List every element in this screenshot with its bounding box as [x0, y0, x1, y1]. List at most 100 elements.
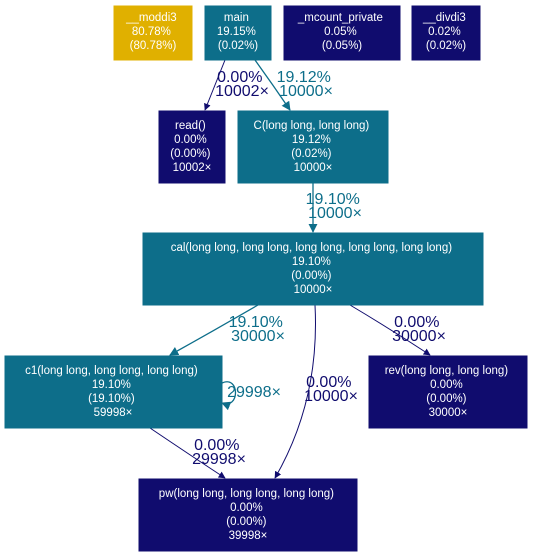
edge-label-c1-self: 29998× [227, 384, 281, 401]
node-box [411, 5, 481, 61]
node-label-name: C(long long, long long) [254, 120, 370, 132]
node-text: rev(long long, long long) 0.00% (0.00%) … [385, 365, 512, 419]
node-label-name: read() [175, 120, 206, 132]
node-pw[interactable]: pw(long long, long long, long long) 0.00… [138, 478, 358, 552]
node-label-name: pw(long long, long long, long long) [159, 488, 334, 500]
edge-cal-pw [274, 304, 316, 479]
edge-label-line: 0.00% [394, 314, 439, 331]
node-text: c1(long long, long long, long long) 19.1… [25, 365, 201, 419]
node-box [368, 355, 528, 429]
node-text: _mcount_private 0.05% (0.05%) [297, 12, 386, 52]
edge-cal-c1 [169, 304, 259, 356]
node-label-self: (0.02%) [291, 148, 331, 160]
node-label-name: _mcount_private [297, 12, 383, 24]
node-label-total: 0.05% [324, 26, 357, 38]
edge-label-line: 10000× [304, 388, 358, 405]
edge-label-line: 29998× [227, 384, 281, 401]
node-read[interactable]: read() 0.00% (0.00%) 10002× [158, 110, 226, 184]
node-text: cal(long long, long long, long long, lon… [171, 242, 456, 296]
node-label-total: 19.10% [292, 256, 331, 268]
node-label-total: 19.15% [217, 26, 256, 38]
node-text: read() 0.00% (0.00%) 10002× [170, 120, 213, 174]
node-label-total: 19.10% [92, 379, 131, 391]
node-label-self: (0.02%) [218, 40, 258, 52]
node-label-total: 0.02% [428, 26, 461, 38]
node-label-self: (0.00%) [291, 270, 331, 282]
edge-label-line: 0.00% [217, 69, 262, 86]
node-label-calls: 10000× [294, 162, 333, 174]
node-C[interactable]: C(long long, long long) 19.12% (0.02%) 1… [237, 110, 389, 184]
node-box [237, 110, 389, 184]
node-label-self: (0.00%) [426, 393, 466, 405]
edge-label-line: 10000× [308, 205, 362, 222]
edge-label-main-read: 0.00% 10002× [215, 69, 269, 100]
node-box [204, 5, 272, 61]
node-label-name: cal(long long, long long, long long, lon… [171, 242, 452, 254]
node-label-name: c1(long long, long long, long long) [25, 365, 198, 377]
node-mcount-private[interactable]: _mcount_private 0.05% (0.05%) [283, 5, 401, 61]
node-label-total: 0.00% [230, 502, 263, 514]
node-label-name: rev(long long, long long) [385, 365, 509, 377]
node-label-calls: 39998× [229, 530, 268, 542]
edge-labels: 0.00% 10002× 19.12% 10000× 19.10% 10000×… [192, 69, 446, 468]
node-c1[interactable]: c1(long long, long long, long long) 19.1… [4, 355, 223, 429]
edge-label-line: 29998× [192, 451, 246, 468]
edge-label-line: 10000× [279, 83, 333, 100]
edge-label-main-C: 19.12% 10000× [277, 69, 336, 100]
node-box [158, 110, 226, 184]
node-label-self: (0.00%) [226, 516, 266, 528]
edge-label-line: 0.00% [194, 437, 239, 454]
node-label-total: 19.12% [292, 134, 331, 146]
node-label-self: (0.05%) [322, 40, 362, 52]
node-text: __moddi3 80.78% (80.78%) [125, 12, 180, 52]
edge-label-line: 19.10% [229, 314, 283, 331]
node-rev[interactable]: rev(long long, long long) 0.00% (0.00%) … [368, 355, 528, 429]
node-box [283, 5, 401, 61]
node-label-name: __divdi3 [422, 12, 466, 24]
edge-main-C [254, 59, 291, 111]
node-label-calls: 59998× [94, 407, 133, 419]
node-box [4, 355, 223, 429]
node-text: __divdi3 0.02% (0.02%) [422, 12, 469, 52]
edges [149, 59, 431, 479]
edge-c1-self [221, 381, 236, 411]
edge-label-cal-rev: 0.00% 30000× [392, 314, 446, 345]
node-label-total: 80.78% [132, 26, 171, 38]
node-box [138, 478, 358, 552]
node-moddi3[interactable]: __moddi3 80.78% (80.78%) [113, 5, 193, 61]
node-label-calls: 10002× [173, 162, 212, 174]
edge-label-line: 30000× [392, 328, 446, 345]
node-label-self: (80.78%) [130, 40, 177, 52]
edge-label-c1-pw: 0.00% 29998× [192, 437, 246, 468]
edge-label-cal-c1: 19.10% 30000× [229, 314, 288, 345]
edge-label-line: 30000× [231, 328, 285, 345]
edge-label-C-cal: 19.10% 10000× [306, 191, 365, 222]
edge-label-line: 10002× [215, 83, 269, 100]
node-text: main 19.15% (0.02%) [217, 12, 259, 52]
edge-label-line: 19.12% [277, 69, 331, 86]
edge-label-line: 0.00% [306, 374, 351, 391]
node-label-total: 0.00% [174, 134, 207, 146]
edge-label-cal-pw: 0.00% 10000× [304, 374, 358, 405]
node-label-self: (19.10%) [88, 393, 135, 405]
node-text: C(long long, long long) 19.12% (0.02%) 1… [254, 120, 373, 174]
nodes: __moddi3 80.78% (80.78%) main 19.15% (0.… [4, 5, 528, 552]
node-label-name: __moddi3 [125, 12, 177, 24]
node-label-calls: 10000× [294, 284, 333, 296]
node-cal[interactable]: cal(long long, long long, long long, lon… [142, 232, 484, 306]
edge-c1-pw [149, 427, 226, 479]
node-text: pw(long long, long long, long long) 0.00… [159, 488, 337, 542]
node-divdi3[interactable]: __divdi3 0.02% (0.02%) [411, 5, 481, 61]
node-label-self: (0.00%) [170, 148, 210, 160]
node-box [113, 5, 193, 61]
edge-cal-rev [349, 304, 431, 356]
node-label-total: 0.00% [430, 379, 463, 391]
node-box [142, 232, 484, 306]
edge-label-line: 19.10% [306, 191, 360, 208]
node-label-self: (0.02%) [426, 40, 466, 52]
node-label-calls: 30000× [429, 407, 468, 419]
node-label-name: main [224, 12, 249, 24]
node-main[interactable]: main 19.15% (0.02%) [204, 5, 272, 61]
